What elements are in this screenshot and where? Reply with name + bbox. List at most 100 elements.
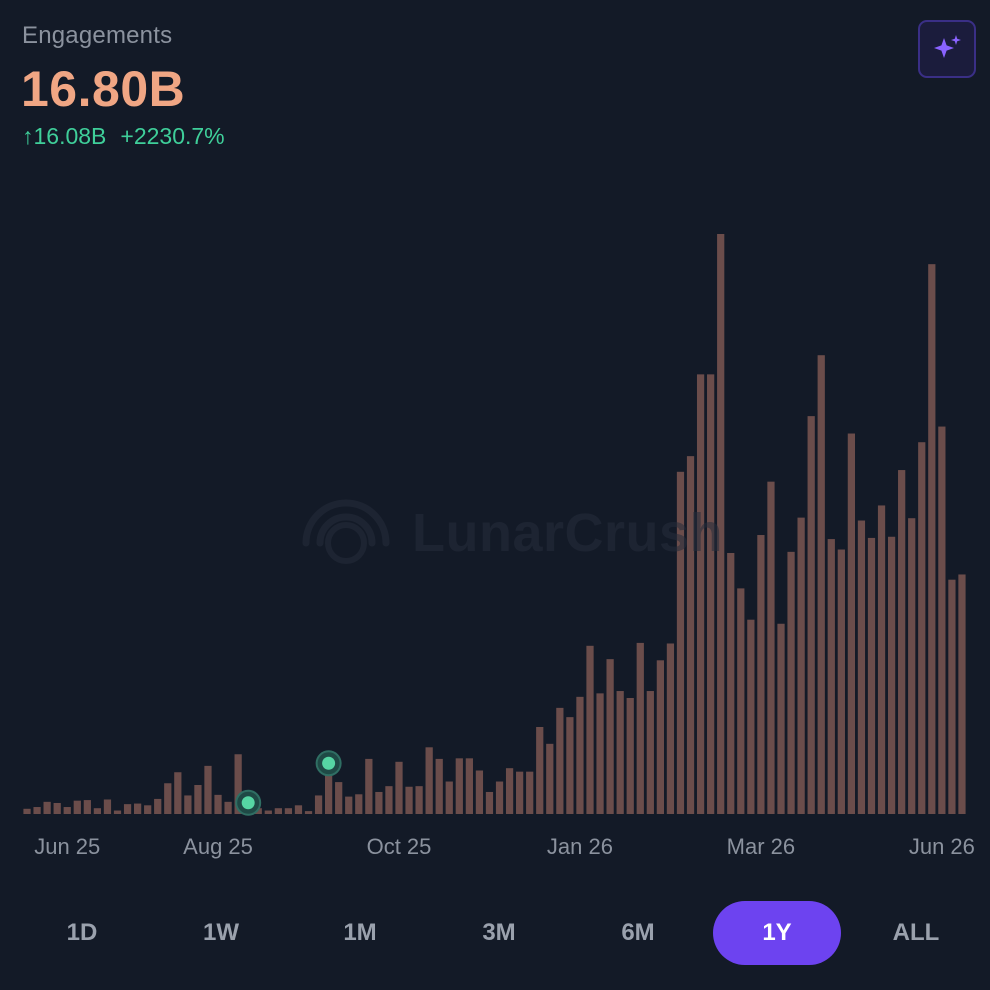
bar[interactable]: [485, 791, 494, 814]
bar[interactable]: [455, 758, 463, 814]
event-marker[interactable]: [235, 789, 262, 816]
bar[interactable]: [707, 374, 715, 814]
range-tab-1d[interactable]: 1D: [66, 919, 98, 946]
bar[interactable]: [184, 795, 192, 814]
bar[interactable]: [405, 786, 413, 814]
bar[interactable]: [164, 783, 172, 814]
bar[interactable]: [747, 619, 755, 814]
bar[interactable]: [274, 808, 282, 814]
bar[interactable]: [385, 786, 393, 814]
range-tab-1m[interactable]: 1M: [343, 919, 377, 946]
bar-chart-svg[interactable]: Jun 25 Aug 25 Oct 25 Jan 26 Mar 26 Jun 26: [0, 0, 990, 880]
bar[interactable]: [566, 717, 574, 814]
bar[interactable]: [264, 810, 272, 814]
bar[interactable]: [254, 808, 262, 814]
bar[interactable]: [23, 808, 31, 814]
bar[interactable]: [53, 802, 61, 814]
bar[interactable]: [113, 810, 122, 814]
bar[interactable]: [495, 781, 504, 814]
bar[interactable]: [33, 807, 41, 814]
bar[interactable]: [958, 574, 966, 814]
bar[interactable]: [636, 642, 644, 814]
bar[interactable]: [576, 696, 584, 814]
bar[interactable]: [626, 698, 634, 814]
bar[interactable]: [445, 781, 453, 814]
bar[interactable]: [154, 798, 162, 814]
bar[interactable]: [375, 791, 383, 814]
range-tab-3m[interactable]: 3M: [482, 919, 516, 946]
bar[interactable]: [465, 758, 473, 814]
bar[interactable]: [435, 758, 443, 814]
bar[interactable]: [807, 416, 815, 814]
bar[interactable]: [63, 807, 71, 814]
bar[interactable]: [656, 660, 664, 814]
bar[interactable]: [475, 770, 484, 815]
bar[interactable]: [877, 505, 886, 814]
bar[interactable]: [837, 549, 845, 814]
bar[interactable]: [325, 765, 333, 814]
bar[interactable]: [304, 811, 313, 814]
bar[interactable]: [93, 808, 102, 814]
bar[interactable]: [757, 535, 765, 814]
bar[interactable]: [83, 800, 91, 814]
bar[interactable]: [696, 374, 705, 814]
bar[interactable]: [526, 771, 534, 814]
bar[interactable]: [425, 747, 433, 814]
bar[interactable]: [103, 799, 112, 815]
bar[interactable]: [123, 804, 132, 814]
bar[interactable]: [365, 758, 373, 814]
bar[interactable]: [817, 355, 825, 814]
bar[interactable]: [174, 772, 182, 814]
bar[interactable]: [646, 691, 654, 814]
bar[interactable]: [516, 771, 524, 814]
bar[interactable]: [355, 794, 363, 814]
range-tab-1y[interactable]: 1Y: [713, 901, 841, 965]
bar[interactable]: [224, 801, 232, 814]
bar[interactable]: [586, 645, 594, 814]
bar[interactable]: [314, 795, 323, 814]
bar[interactable]: [204, 765, 212, 814]
bar[interactable]: [797, 517, 805, 814]
bar[interactable]: [928, 264, 936, 814]
engagements-chart[interactable]: Jun 25 Aug 25 Oct 25 Jan 26 Mar 26 Jun 26: [0, 0, 990, 880]
bar[interactable]: [887, 536, 896, 814]
bar[interactable]: [395, 761, 403, 814]
bar[interactable]: [898, 470, 906, 814]
bar[interactable]: [546, 743, 554, 814]
bar[interactable]: [867, 537, 876, 814]
bar[interactable]: [686, 456, 695, 814]
bar[interactable]: [294, 805, 303, 814]
bar[interactable]: [43, 801, 51, 814]
bar[interactable]: [556, 707, 564, 814]
bar[interactable]: [144, 805, 152, 814]
bar[interactable]: [335, 782, 343, 814]
bar[interactable]: [717, 234, 725, 814]
bar[interactable]: [857, 520, 866, 814]
bar[interactable]: [737, 588, 745, 814]
bar[interactable]: [908, 518, 916, 814]
bar[interactable]: [767, 481, 775, 814]
bar[interactable]: [847, 433, 856, 814]
bar[interactable]: [676, 471, 685, 814]
range-tab-all[interactable]: ALL: [892, 919, 940, 946]
bar[interactable]: [345, 796, 353, 814]
bar[interactable]: [938, 426, 946, 814]
bar[interactable]: [948, 579, 956, 814]
bar[interactable]: [777, 623, 785, 814]
bar[interactable]: [616, 691, 624, 814]
bar[interactable]: [727, 553, 735, 814]
bar[interactable]: [73, 800, 81, 814]
bar[interactable]: [505, 768, 514, 814]
bar[interactable]: [596, 693, 604, 814]
bar[interactable]: [415, 786, 423, 814]
bar[interactable]: [234, 754, 242, 814]
bar[interactable]: [666, 643, 675, 814]
bar[interactable]: [536, 727, 544, 814]
bar[interactable]: [194, 785, 202, 814]
bar[interactable]: [133, 803, 142, 814]
bar[interactable]: [606, 659, 614, 814]
bar[interactable]: [284, 808, 293, 814]
bar[interactable]: [918, 442, 926, 814]
range-tab-6m[interactable]: 6M: [621, 919, 655, 946]
ai-insights-button[interactable]: [918, 20, 976, 78]
